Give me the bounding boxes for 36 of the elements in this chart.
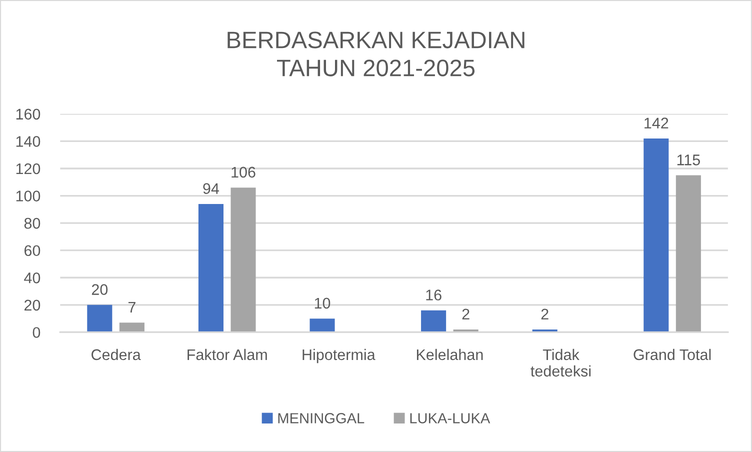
x-tick-label: Cedera — [92, 348, 141, 360]
bar — [198, 204, 224, 332]
data-label: 106 — [232, 166, 256, 178]
x-tick-label: Tidak tedeteksi — [530, 348, 591, 377]
bar — [310, 318, 335, 332]
y-tick-label: 0 — [32, 327, 40, 338]
y-tick-label: 160 — [16, 108, 40, 120]
y-tick-label: 120 — [16, 163, 40, 174]
chart-title: BERDASARKAN KEJADIAN TAHUN 2021-2025 — [228, 32, 524, 76]
data-label: 2 — [541, 308, 548, 320]
y-tick-label: 140 — [16, 136, 40, 147]
data-label: 2 — [462, 308, 470, 320]
data-label: 10 — [314, 298, 330, 309]
legend-label: LUKA-LUKA — [410, 413, 490, 424]
y-tick-label: 100 — [16, 190, 40, 202]
y-tick-label: 40 — [24, 272, 40, 284]
bar — [87, 304, 112, 332]
data-label: 115 — [677, 154, 700, 166]
x-tick-label: Hipotermia — [302, 348, 376, 364]
y-tick-label: 20 — [24, 300, 40, 311]
x-tick-label: Faktor Alam — [188, 348, 267, 360]
bar — [644, 138, 669, 332]
y-tick-label: 80 — [24, 218, 40, 229]
data-label: 94 — [203, 183, 220, 194]
data-label: 142 — [644, 118, 668, 128]
data-label: 7 — [128, 302, 136, 313]
bar — [421, 310, 446, 332]
data-label: 20 — [92, 284, 108, 295]
bar — [676, 175, 701, 332]
x-tick-label: Kelelahan — [416, 348, 483, 360]
legend-label: MENINGGAL — [278, 413, 364, 424]
bar — [119, 322, 144, 332]
x-tick-label: Grand Total — [634, 348, 711, 360]
data-label: 16 — [426, 290, 442, 300]
bar — [230, 188, 256, 332]
y-tick-label: 60 — [24, 245, 40, 256]
